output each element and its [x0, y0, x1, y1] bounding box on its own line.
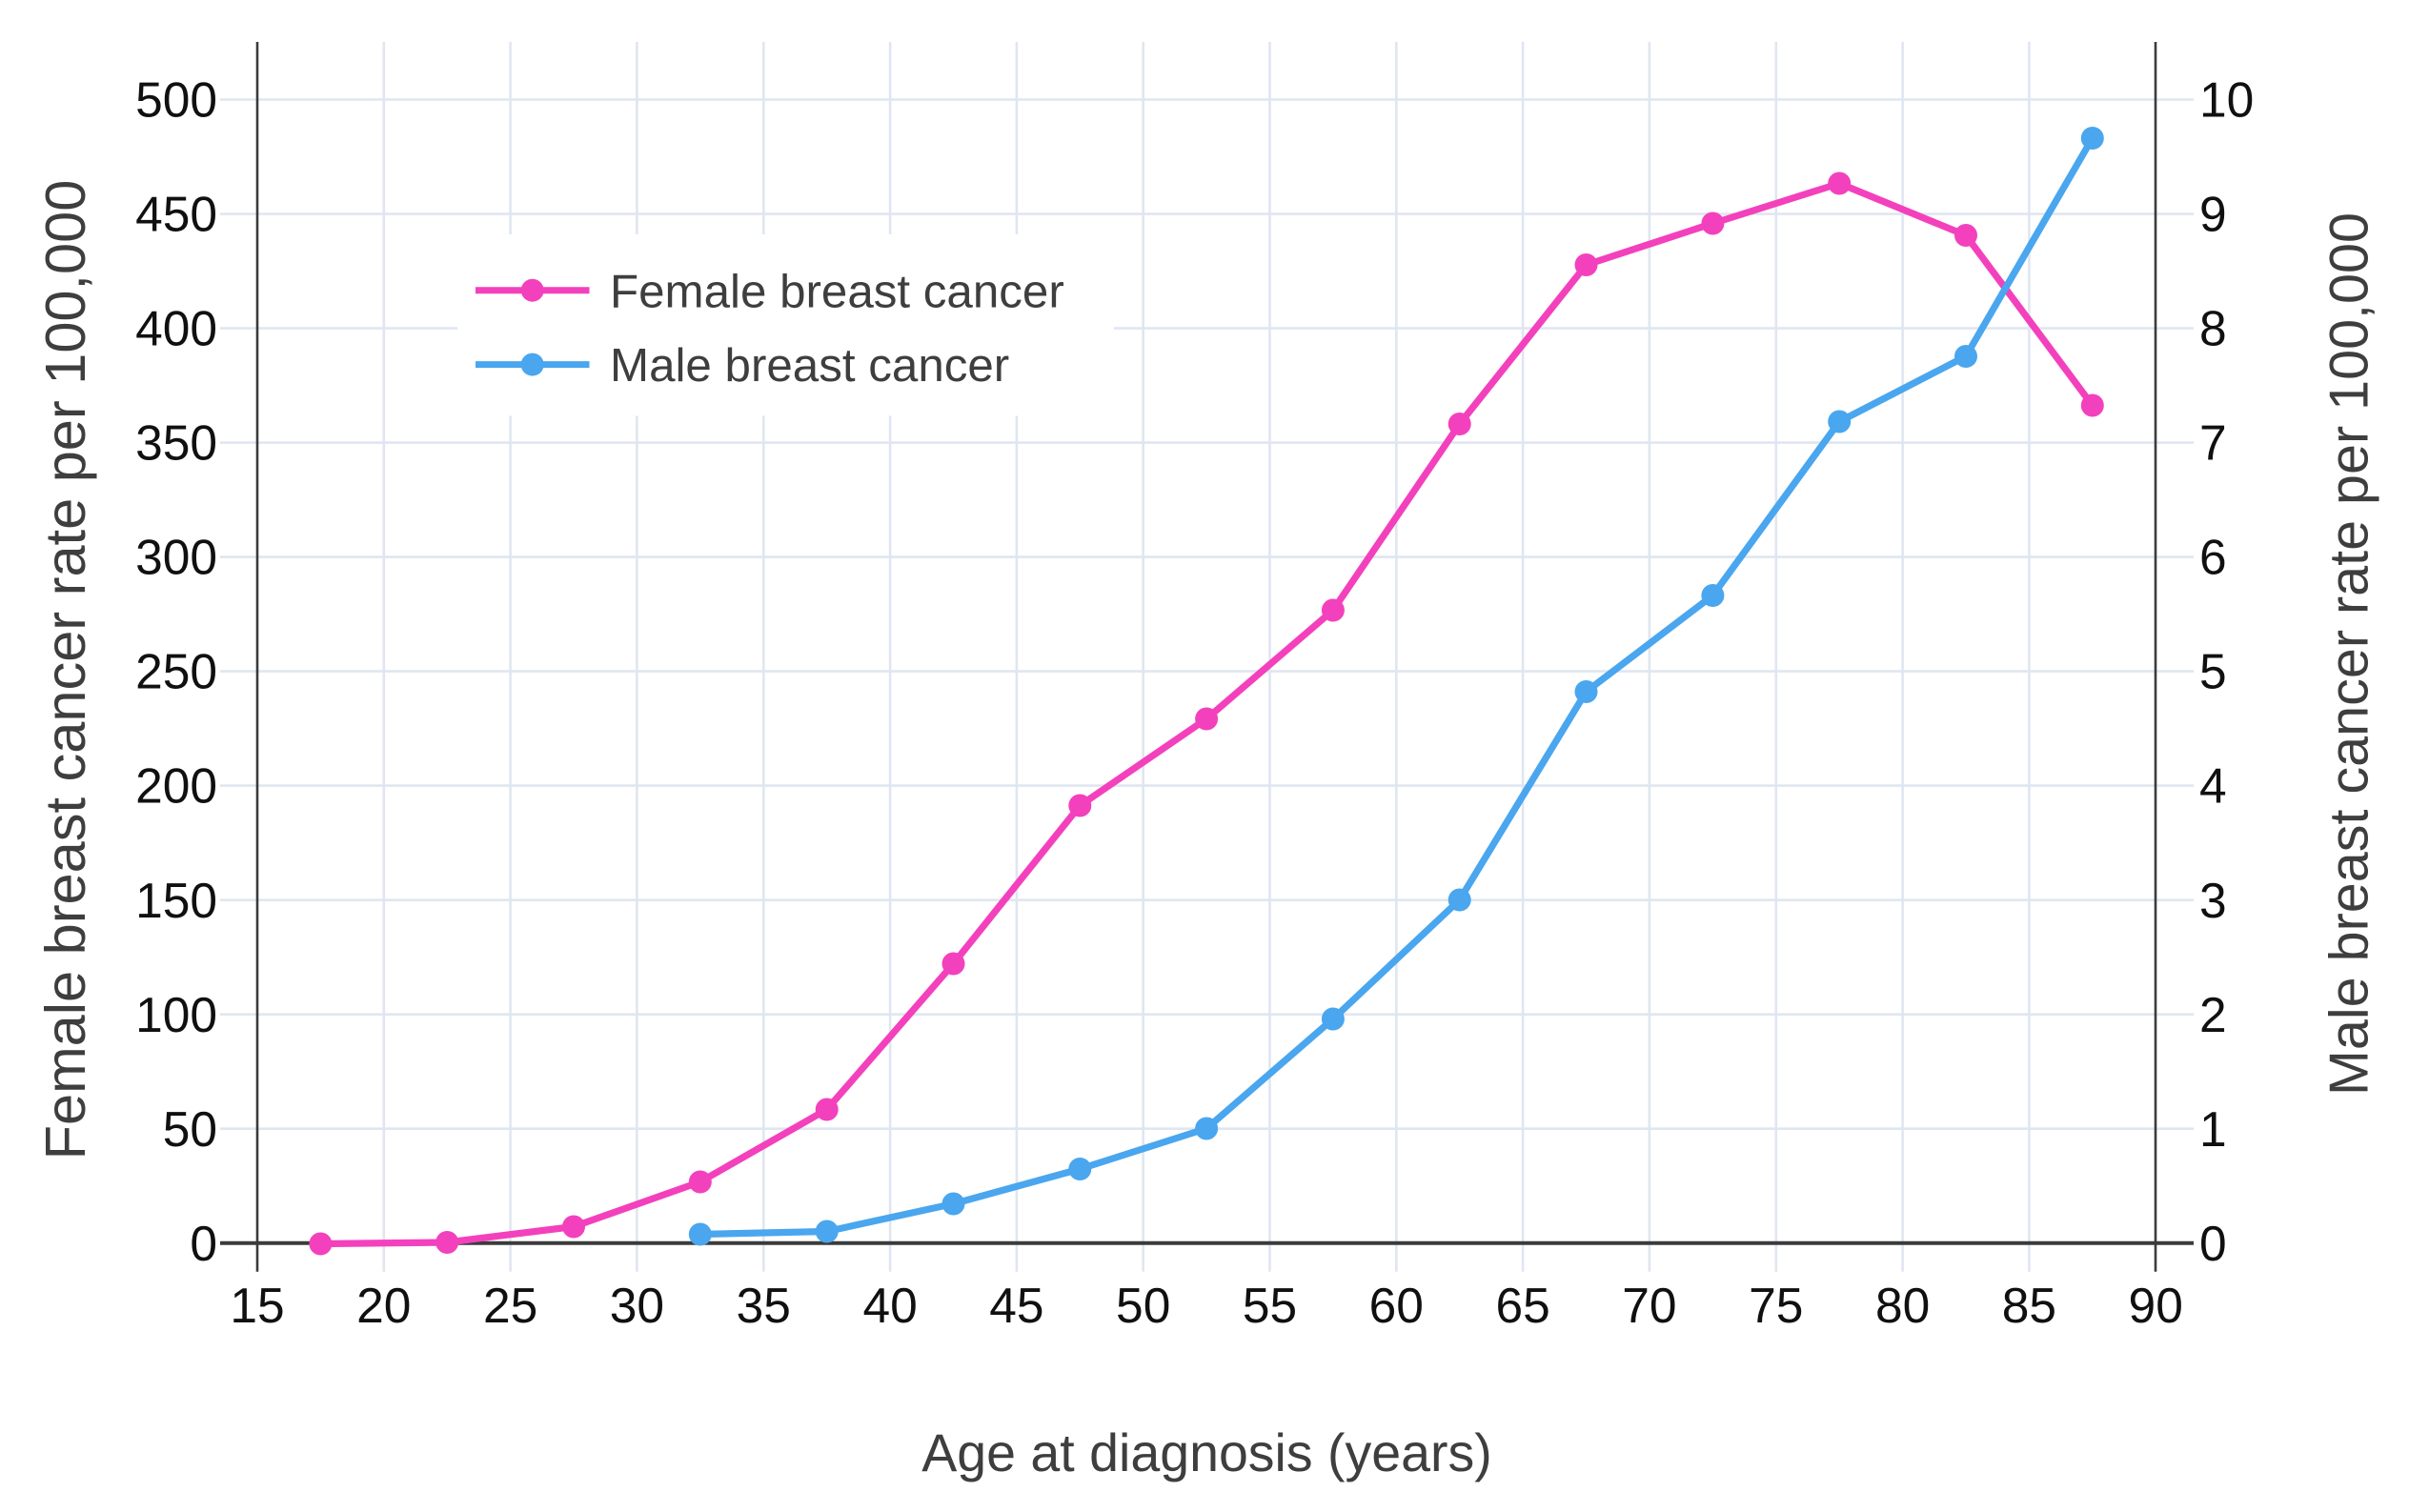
svg-text:4: 4 — [2199, 758, 2227, 814]
svg-text:250: 250 — [135, 644, 217, 699]
svg-text:3: 3 — [2199, 873, 2227, 928]
svg-text:0: 0 — [190, 1216, 217, 1271]
svg-text:10: 10 — [2199, 72, 2254, 128]
svg-text:70: 70 — [1622, 1278, 1676, 1333]
svg-text:30: 30 — [610, 1278, 664, 1333]
svg-text:100: 100 — [135, 987, 217, 1042]
svg-text:500: 500 — [135, 72, 217, 128]
svg-text:Age at diagnosis (years): Age at diagnosis (years) — [921, 1423, 1491, 1482]
svg-text:Female breast cancer rate per: Female breast cancer rate per 100,000 — [33, 180, 97, 1160]
svg-text:40: 40 — [862, 1278, 917, 1333]
svg-text:35: 35 — [737, 1278, 791, 1333]
svg-text:Male breast cancer rate per 10: Male breast cancer rate per 100,000 — [2319, 212, 2380, 1096]
svg-text:150: 150 — [135, 873, 217, 928]
svg-text:55: 55 — [1243, 1278, 1297, 1333]
svg-text:400: 400 — [135, 301, 217, 356]
svg-text:50: 50 — [1116, 1278, 1170, 1333]
svg-text:5: 5 — [2199, 644, 2227, 699]
svg-text:8: 8 — [2199, 301, 2227, 356]
svg-text:Female breast cancer: Female breast cancer — [610, 265, 1064, 317]
svg-text:450: 450 — [135, 187, 217, 242]
svg-text:9: 9 — [2199, 187, 2227, 242]
svg-text:25: 25 — [483, 1278, 537, 1333]
svg-text:90: 90 — [2129, 1278, 2183, 1333]
svg-text:1: 1 — [2199, 1101, 2227, 1157]
svg-text:2: 2 — [2199, 987, 2227, 1042]
svg-text:Male breast cancer: Male breast cancer — [610, 339, 1009, 392]
svg-text:80: 80 — [1875, 1278, 1930, 1333]
svg-text:350: 350 — [135, 415, 217, 471]
svg-text:20: 20 — [356, 1278, 411, 1333]
svg-text:200: 200 — [135, 758, 217, 814]
svg-text:6: 6 — [2199, 530, 2227, 585]
svg-text:60: 60 — [1369, 1278, 1424, 1333]
svg-text:300: 300 — [135, 530, 217, 585]
svg-text:50: 50 — [163, 1101, 217, 1157]
svg-text:15: 15 — [230, 1278, 284, 1333]
svg-text:45: 45 — [989, 1278, 1043, 1333]
svg-text:0: 0 — [2199, 1216, 2227, 1271]
svg-text:7: 7 — [2199, 415, 2227, 471]
svg-text:65: 65 — [1495, 1278, 1549, 1333]
svg-text:85: 85 — [2002, 1278, 2056, 1333]
svg-text:75: 75 — [1749, 1278, 1803, 1333]
